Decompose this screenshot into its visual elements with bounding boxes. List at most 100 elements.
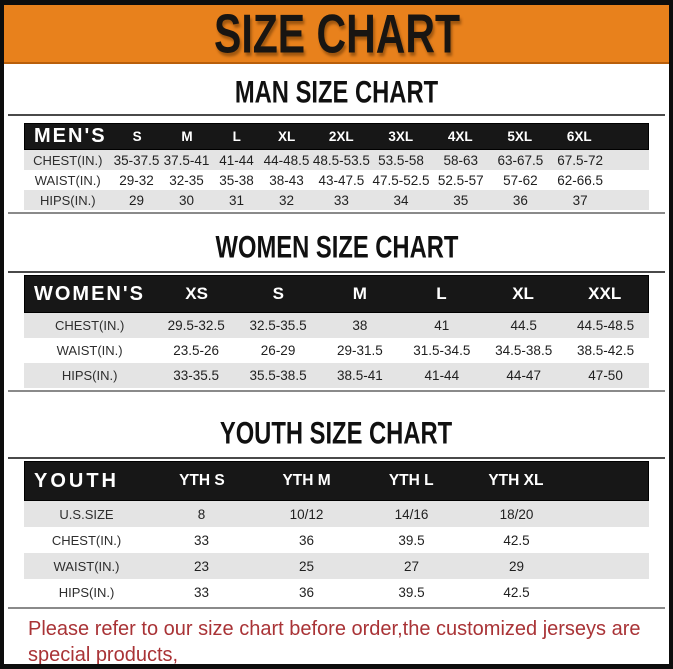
value-cell: 36 xyxy=(298,532,315,548)
row-label: U.S.SIZE xyxy=(59,506,114,522)
value-cell: 32-35 xyxy=(169,172,204,188)
section-men: MAN SIZE CHART MEN'S S M L XL 2XL 3XL 4XL 5XL 6XL… xyxy=(6,74,667,214)
table-row: HIPS(IN.) 33-35.5 35.5-38.5 38.5-41 41-44 44-… xyxy=(24,363,649,388)
value-cell: 63-67.5 xyxy=(497,152,544,168)
size-column-header: L xyxy=(436,284,447,303)
disclaimer: Please refer to our size chart before or… xyxy=(28,616,661,666)
size-column-header: S xyxy=(132,129,142,144)
value-cell: 29-31.5 xyxy=(337,343,383,358)
size-column-header: L xyxy=(232,129,241,144)
size-column-header: M xyxy=(352,284,367,303)
section-youth: YOUTH SIZE CHART YOUTH YTH S YTH M YTH L YTH… xyxy=(6,415,667,609)
value-cell: 44.5-48.5 xyxy=(577,318,635,333)
value-cell: 43-47.5 xyxy=(318,172,365,188)
row-label: CHEST(IN.) xyxy=(51,532,122,548)
value-cell: 23.5-26 xyxy=(173,343,220,358)
value-cell: 34.5-38.5 xyxy=(495,343,553,358)
value-cell: 29-32 xyxy=(119,172,154,188)
women-title-wrap: WOMEN SIZE CHART xyxy=(6,230,667,265)
value-cell: 35 xyxy=(453,192,469,208)
value-cell: 38 xyxy=(352,318,368,333)
size-column-header: XS xyxy=(185,284,208,303)
content-area: MAN SIZE CHART MEN'S S M L XL 2XL 3XL 4XL 5XL 6XL… xyxy=(4,74,669,666)
men-title-wrap: MAN SIZE CHART xyxy=(6,74,667,110)
value-cell: 32.5-35.5 xyxy=(249,318,307,333)
value-cell: 33 xyxy=(193,532,210,548)
men-section-title: MAN SIZE CHART xyxy=(234,74,439,110)
size-column-header: 2XL xyxy=(328,129,354,144)
value-cell: 31 xyxy=(228,192,245,208)
value-cell: 30 xyxy=(178,192,195,208)
value-cell: 27 xyxy=(403,558,420,574)
row-label: CHEST(IN.) xyxy=(54,318,125,333)
value-cell: 33 xyxy=(193,584,210,600)
value-cell: 41-44 xyxy=(424,368,460,383)
size-column-header: 3XL xyxy=(388,129,414,144)
value-cell: 10/12 xyxy=(289,506,324,522)
women-size-table: WOMEN'S XS S M L XL XXL CHEST(IN.) 29.5-32.5 32.5… xyxy=(24,275,649,388)
value-cell: 35-37.5 xyxy=(113,152,160,168)
size-column-header: 5XL xyxy=(507,129,533,144)
disclaimer-line-1: Please refer to our size chart before or… xyxy=(28,618,641,666)
youth-size-table: YOUTH YTH S YTH M YTH L YTH XL U.S.SIZE 8 10/12… xyxy=(24,461,649,605)
table-row: WAIST(IN.) 29-32 32-35 35-38 38-43 43-47.5 47.… xyxy=(24,170,649,190)
divider xyxy=(8,390,665,392)
divider xyxy=(8,457,665,459)
value-cell: 41-44 xyxy=(219,152,254,168)
table-corner-header: YOUTH xyxy=(34,469,119,492)
value-cell: 42.5 xyxy=(503,584,530,600)
value-cell: 29 xyxy=(128,192,145,208)
divider xyxy=(8,271,665,273)
value-cell: 38.5-41 xyxy=(337,368,383,383)
table-row: CHEST(IN.) 33 36 39.5 42.5 xyxy=(24,527,649,553)
banner: SIZE CHART xyxy=(4,5,669,64)
value-cell: 38.5-42.5 xyxy=(577,343,635,358)
size-column-header: YTH M xyxy=(282,472,331,489)
value-cell: 23 xyxy=(193,558,210,574)
value-cell: 8 xyxy=(197,506,206,522)
value-cell: 25 xyxy=(298,558,315,574)
value-cell: 62-66.5 xyxy=(557,172,603,188)
table-row: U.S.SIZE 8 10/12 14/16 18/20 xyxy=(24,501,649,527)
size-column-header: XL xyxy=(277,129,296,144)
value-cell: 44-47 xyxy=(506,368,541,383)
value-cell: 33-35.5 xyxy=(173,368,220,383)
size-column-header: YTH S xyxy=(179,472,225,489)
size-column-header: YTH XL xyxy=(488,472,544,489)
men-size-table: MEN'S S M L XL 2XL 3XL 4XL 5XL 6XL CHEST(IN.) 35-37… xyxy=(24,123,649,210)
value-cell: 35.5-38.5 xyxy=(249,368,307,383)
youth-section-title: YOUTH SIZE CHART xyxy=(220,415,453,451)
row-label: HIPS(IN.) xyxy=(61,368,118,383)
divider xyxy=(8,607,665,609)
value-cell: 29 xyxy=(508,558,525,574)
value-cell: 67.5-72 xyxy=(557,152,603,168)
value-cell: 36 xyxy=(512,192,528,208)
value-cell: 53.5-58 xyxy=(378,152,424,168)
row-label: WAIST(IN.) xyxy=(34,172,101,188)
value-cell: 36 xyxy=(298,584,315,600)
value-cell: 33 xyxy=(333,192,349,208)
table-row: WAIST(IN.) 23 25 27 29 xyxy=(24,553,649,579)
size-column-header: XL xyxy=(512,284,534,303)
value-cell: 34 xyxy=(393,192,409,208)
table-row: CHEST(IN.) 35-37.5 37.5-41 41-44 44-48.5 48.5… xyxy=(24,150,649,170)
size-column-header: M xyxy=(181,129,193,144)
row-label: WAIST(IN.) xyxy=(56,343,123,358)
value-cell: 52.5-57 xyxy=(437,172,484,188)
value-cell: 32 xyxy=(278,192,295,208)
value-cell: 44-48.5 xyxy=(263,152,310,168)
row-label: CHEST(IN.) xyxy=(33,152,103,168)
value-cell: 37 xyxy=(572,192,588,208)
value-cell: 57-62 xyxy=(503,172,538,188)
table-corner-header: WOMEN'S xyxy=(34,282,145,305)
value-cell: 48.5-53.5 xyxy=(312,152,370,168)
table-header-row: MEN'S S M L XL 2XL 3XL 4XL 5XL 6XL xyxy=(24,123,649,150)
size-column-header: 6XL xyxy=(566,129,592,144)
value-cell: 44.5 xyxy=(510,318,537,333)
table-row: WAIST(IN.) 23.5-26 26-29 29-31.5 31.5-34.5 34… xyxy=(24,338,649,363)
table-row: HIPS(IN.) 29 30 31 32 33 34 35 36 37 xyxy=(24,190,649,210)
row-label: WAIST(IN.) xyxy=(53,558,120,574)
size-column-header: YTH L xyxy=(388,472,434,489)
table-row: HIPS(IN.) 33 36 39.5 42.5 xyxy=(24,579,649,605)
